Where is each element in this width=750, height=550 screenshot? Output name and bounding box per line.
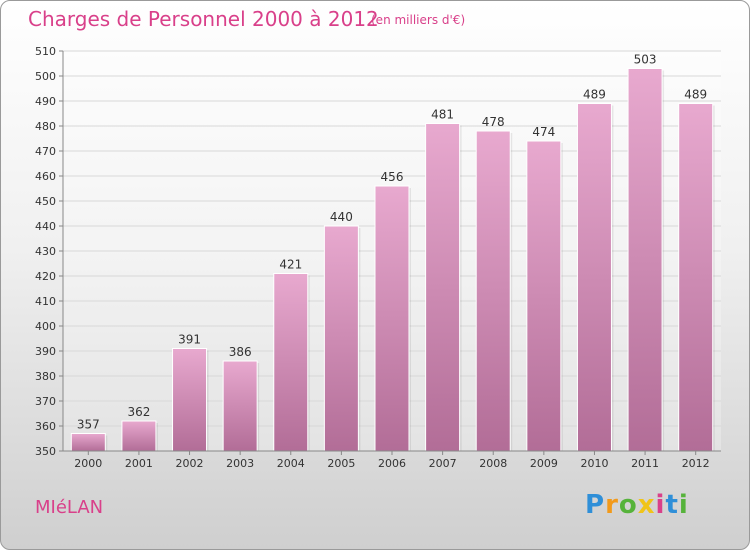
bar-2010 bbox=[576, 103, 612, 452]
data-label: 489 bbox=[684, 88, 707, 102]
bar-2007 bbox=[425, 123, 461, 452]
bar-2003 bbox=[222, 360, 258, 452]
logo-letter: t bbox=[665, 490, 679, 520]
y-tick-label: 390 bbox=[35, 345, 56, 358]
x-tick-label: 2007 bbox=[429, 457, 457, 470]
logo-letter: i bbox=[678, 490, 689, 520]
y-tick-label: 350 bbox=[35, 445, 56, 458]
logo-letter: r bbox=[605, 490, 619, 520]
data-label: 386 bbox=[229, 345, 252, 359]
x-tick-label: 2004 bbox=[277, 457, 305, 470]
x-tick-label: 2011 bbox=[631, 457, 659, 470]
bars: 357 362 391 386 421 440 456 481 478 474 489 503 489 bbox=[70, 53, 715, 452]
data-label: 481 bbox=[431, 108, 454, 122]
x-axis: 2000 2001 2002 2003 2004 2005 2006 2007 2008 2009… bbox=[63, 450, 721, 470]
y-tick-label: 360 bbox=[35, 420, 56, 433]
x-tick-label: 2009 bbox=[530, 457, 558, 470]
data-label: 357 bbox=[77, 418, 100, 432]
bar-2006 bbox=[374, 185, 410, 452]
y-tick-label: 500 bbox=[35, 70, 56, 83]
y-tick-label: 400 bbox=[35, 320, 56, 333]
y-tick-label: 380 bbox=[35, 370, 56, 383]
data-label: 456 bbox=[381, 170, 404, 184]
bar-2012 bbox=[678, 103, 714, 452]
x-tick-label: 2006 bbox=[378, 457, 406, 470]
data-label: 440 bbox=[330, 210, 353, 224]
y-tick-label: 460 bbox=[35, 170, 56, 183]
y-tick-label: 490 bbox=[35, 95, 56, 108]
y-tick-label: 370 bbox=[35, 395, 56, 408]
bar-2004 bbox=[273, 273, 309, 452]
chart-title: Charges de Personnel 2000 à 2012 bbox=[28, 7, 379, 31]
logo-letter: i bbox=[655, 490, 666, 520]
x-tick-label: 2003 bbox=[226, 457, 254, 470]
data-label: 391 bbox=[178, 333, 201, 347]
x-tick-label: 2000 bbox=[74, 457, 102, 470]
bar-2005 bbox=[323, 225, 359, 452]
x-tick-label: 2012 bbox=[682, 457, 710, 470]
bar-2001 bbox=[121, 420, 157, 452]
data-label: 474 bbox=[532, 125, 555, 139]
bar-2000 bbox=[70, 433, 106, 452]
y-tick-label: 440 bbox=[35, 220, 56, 233]
data-label: 362 bbox=[127, 405, 150, 419]
y-tick-label: 510 bbox=[35, 45, 56, 58]
y-tick-label: 410 bbox=[35, 295, 56, 308]
bar-2009 bbox=[526, 140, 562, 452]
y-tick-label: 470 bbox=[35, 145, 56, 158]
bar-2008 bbox=[475, 130, 511, 452]
data-label: 478 bbox=[482, 115, 505, 129]
y-tick-label: 480 bbox=[35, 120, 56, 133]
logo-letter: o bbox=[618, 490, 638, 520]
x-tick-label: 2002 bbox=[176, 457, 204, 470]
y-axis: 350 360 370 380 390 400 410 420 430 440 450 460 470 4… bbox=[35, 45, 64, 458]
x-tick-label: 2010 bbox=[580, 457, 608, 470]
y-tick-label: 430 bbox=[35, 245, 56, 258]
bar-2002 bbox=[172, 348, 208, 452]
data-label: 489 bbox=[583, 88, 606, 102]
x-tick-label: 2005 bbox=[327, 457, 355, 470]
bar-2011 bbox=[627, 68, 663, 452]
x-tick-label: 2008 bbox=[479, 457, 507, 470]
logo-letter: x bbox=[637, 490, 656, 520]
proxiti-logo[interactable]: Proxiti bbox=[585, 490, 689, 520]
y-tick-label: 450 bbox=[35, 195, 56, 208]
data-label: 503 bbox=[634, 53, 657, 67]
data-label: 421 bbox=[279, 258, 302, 272]
y-tick-label: 420 bbox=[35, 270, 56, 283]
chart-subtitle: (en milliers d'€) bbox=[371, 13, 466, 27]
x-tick-label: 2001 bbox=[125, 457, 153, 470]
commune-name: MIéLAN bbox=[35, 497, 104, 518]
logo-letter: P bbox=[585, 490, 606, 520]
